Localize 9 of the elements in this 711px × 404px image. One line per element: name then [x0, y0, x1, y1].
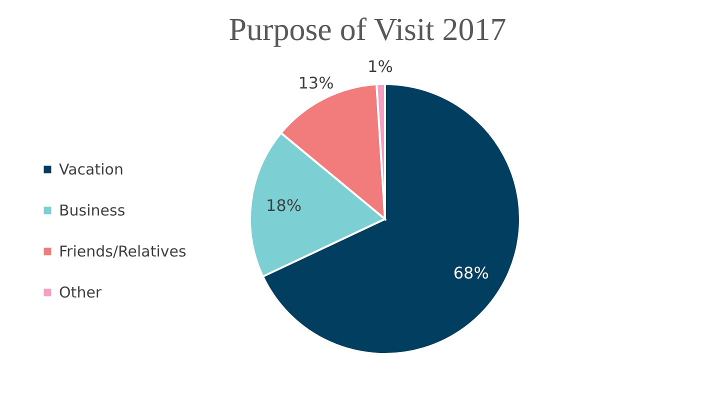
legend-label: Vacation [59, 160, 124, 178]
data-label: 18% [266, 196, 302, 216]
data-label: 13% [298, 74, 334, 93]
legend-label: Friends/Relatives [59, 242, 186, 260]
chart-title: Purpose of Visit 2017 [228, 11, 506, 48]
legend-label: Other [59, 284, 102, 302]
legend-label: Business [59, 202, 126, 220]
data-label: 1% [368, 57, 393, 76]
data-label: 68% [453, 264, 489, 283]
